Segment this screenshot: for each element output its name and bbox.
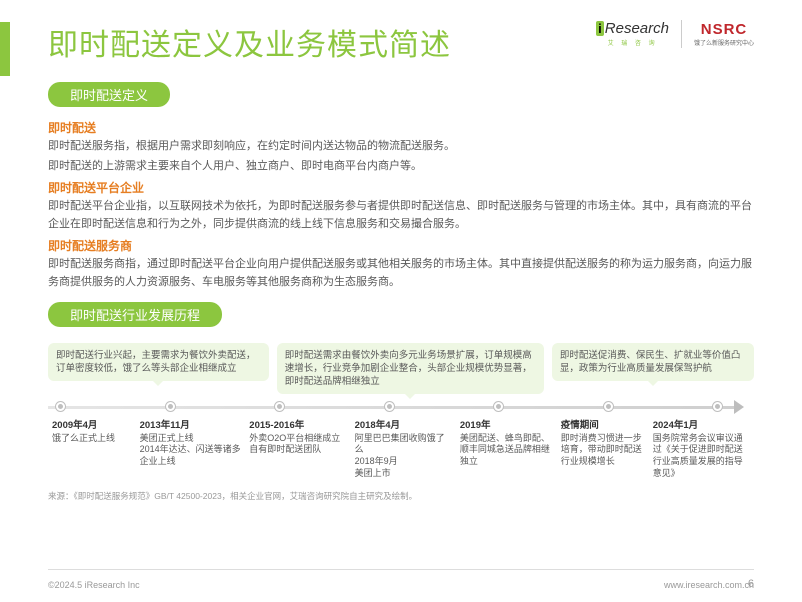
timeline-events: 2009年4月饿了么正式上线 2013年11月美团正式上线2014年达达、闪送等… bbox=[48, 420, 754, 479]
timeline-dot bbox=[604, 402, 613, 411]
footer-url: www.iresearch.com.cn bbox=[664, 580, 754, 590]
definition-pill: 即时配送定义 bbox=[48, 82, 170, 107]
timeline-event: 2024年1月国务院常务会议审议通过《关于促进即时配送行业高质量发展的指导意见》 bbox=[649, 420, 754, 479]
timeline-dot bbox=[56, 402, 65, 411]
body-text: 即时配送服务商指，通过即时配送平台企业向用户提供配送服务或其他相关服务的市场主体… bbox=[48, 256, 754, 291]
logo-divider bbox=[681, 20, 682, 48]
timeline-bubble: 即时配送促消费、保民生、扩就业等价值凸显，政策为行业高质量发展保驾护航 bbox=[552, 343, 754, 382]
content-area: 即时配送定义 即时配送 即时配送服务指，根据用户需求即刻响应，在约定时间内送达物… bbox=[48, 82, 754, 502]
timeline-axis bbox=[48, 400, 754, 418]
subhead-platform: 即时配送平台企业 bbox=[48, 179, 754, 196]
timeline-dot bbox=[494, 402, 503, 411]
timeline-event: 疫情期间即时消费习惯进一步培育，带动即时配送行业规模增长 bbox=[557, 420, 649, 479]
subhead-delivery: 即时配送 bbox=[48, 119, 754, 136]
subhead-provider: 即时配送服务商 bbox=[48, 237, 754, 254]
copyright: ©2024.5 iResearch Inc bbox=[48, 580, 140, 590]
arrow-right-icon bbox=[734, 400, 744, 414]
header: 即时配送定义及业务模式简述 i Research 艾 瑞 咨 询 NSRC 饿了… bbox=[48, 20, 754, 64]
timeline-bubble: 即时配送需求由餐饮外卖向多元业务场景扩展，订单规模高速增长，行业竞争加剧企业整合… bbox=[277, 343, 544, 395]
timeline-event: 2019年美团配送、蜂鸟即配、顺丰同城急送品牌相继独立 bbox=[456, 420, 557, 479]
body-text: 即时配送平台企业指，以互联网技术为依托，为即时配送服务参与者提供即时配送信息、即… bbox=[48, 198, 754, 233]
logo-i-icon: i bbox=[596, 21, 604, 36]
logo-group: i Research 艾 瑞 咨 询 NSRC 饿了么新服务研究中心 bbox=[596, 20, 754, 48]
timeline-event: 2015-2016年外卖O2O平台相继成立自有即时配送团队 bbox=[245, 420, 350, 479]
nsrc-logo: NSRC 饿了么新服务研究中心 bbox=[694, 21, 754, 47]
page-title: 即时配送定义及业务模式简述 bbox=[48, 20, 451, 64]
timeline-dot bbox=[275, 402, 284, 411]
source-note: 来源：《即时配送服务规范》GB/T 42500-2023，相关企业官网，艾瑞咨询… bbox=[48, 490, 754, 502]
body-text: 即时配送的上游需求主要来自个人用户、独立商户、即时电商平台内商户等。 bbox=[48, 158, 754, 176]
page-number: 6 bbox=[748, 578, 754, 590]
timeline: 即时配送行业兴起，主要需求为餐饮外卖配送，订单密度较低，饿了么等头部企业相继成立… bbox=[48, 343, 754, 480]
history-pill: 即时配送行业发展历程 bbox=[48, 302, 222, 327]
footer: ©2024.5 iResearch Inc www.iresearch.com.… bbox=[48, 580, 754, 590]
timeline-event: 2009年4月饿了么正式上线 bbox=[48, 420, 136, 479]
body-text: 即时配送服务指，根据用户需求即刻响应，在约定时间内送达物品的物流配送服务。 bbox=[48, 138, 754, 156]
iresearch-logo: i Research 艾 瑞 咨 询 bbox=[596, 20, 669, 48]
timeline-dot bbox=[713, 402, 722, 411]
timeline-bubble: 即时配送行业兴起，主要需求为餐饮外卖配送，订单密度较低，饿了么等头部企业相继成立 bbox=[48, 343, 269, 382]
timeline-event: 2013年11月美团正式上线2014年达达、闪送等诸多企业上线 bbox=[136, 420, 246, 479]
footer-divider bbox=[48, 569, 754, 570]
timeline-dot bbox=[385, 402, 394, 411]
timeline-event: 2018年4月阿里巴巴集团收购饿了么2018年9月美团上市 bbox=[351, 420, 456, 479]
timeline-dot bbox=[166, 402, 175, 411]
accent-bar bbox=[0, 22, 10, 76]
